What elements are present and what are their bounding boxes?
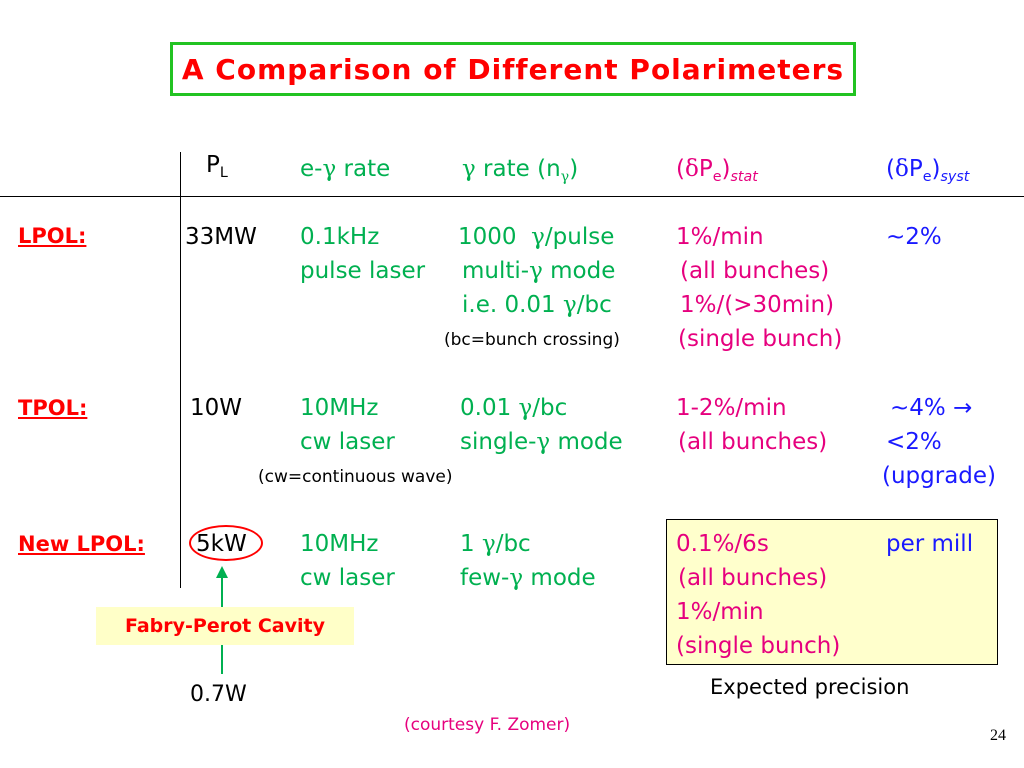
courtesy-note: (courtesy F. Zomer) — [404, 715, 571, 735]
expected-precision-box — [666, 519, 998, 665]
tpol-stat-2: (all bunches) — [678, 429, 828, 455]
lpol-stat-2: (all bunches) — [680, 258, 830, 284]
page-number: 24 — [990, 727, 1006, 744]
header-gamma-rate: γ rate (nγ) — [462, 156, 579, 185]
newlpol-grate-2: few-γ mode — [460, 565, 596, 591]
highlight-circle — [189, 525, 263, 561]
tpol-grate-1: 0.01 γ/bc — [460, 395, 568, 421]
tpol-syst-2: <2% — [886, 429, 942, 455]
header-divider — [0, 196, 1024, 197]
title-box: A Comparison of Different Polarimeters — [170, 42, 856, 96]
lpol-note: (bc=bunch crossing) — [444, 330, 620, 350]
header-syst-error: (δPe)syst — [886, 156, 970, 185]
input-power: 0.7W — [190, 682, 247, 707]
lpol-stat-3: 1%/(>30min) — [680, 292, 835, 318]
header-pl: PL — [206, 152, 228, 181]
newlpol-stat-2: (all bunches) — [678, 565, 828, 591]
tpol-erate-2: cw laser — [300, 429, 395, 455]
lpol-stat-1: 1%/min — [676, 224, 764, 250]
newlpol-syst: per mill — [886, 531, 974, 557]
column-divider — [180, 152, 181, 588]
newlpol-erate-2: cw laser — [300, 565, 395, 591]
lpol-grate-1: 1000 γ/pulse — [458, 224, 615, 250]
tpol-syst-1: ~4% → — [890, 395, 973, 421]
newlpol-grate-1: 1 γ/bc — [460, 531, 531, 557]
header-e-gamma-rate: e-γ rate — [300, 156, 391, 182]
newlpol-label: New LPOL: — [18, 532, 145, 556]
newlpol-erate-1: 10MHz — [300, 531, 379, 557]
tpol-syst-3: (upgrade) — [882, 463, 997, 489]
lpol-erate-2: pulse laser — [300, 258, 426, 284]
tpol-note: (cw=continuous wave) — [258, 467, 453, 487]
lpol-pl: 33MW — [185, 224, 257, 250]
newlpol-stat-4: (single bunch) — [676, 633, 841, 659]
lpol-stat-4: (single bunch) — [678, 326, 843, 352]
expected-precision-label: Expected precision — [710, 675, 910, 699]
lpol-label: LPOL: — [18, 224, 87, 248]
lpol-grate-2: multi-γ mode — [462, 258, 616, 284]
fabry-perot-label-box: Fabry-Perot Cavity — [96, 607, 354, 645]
lpol-erate-1: 0.1kHz — [300, 224, 380, 250]
tpol-label: TPOL: — [18, 396, 88, 420]
newlpol-stat-3: 1%/min — [676, 599, 764, 625]
fabry-perot-label: Fabry-Perot Cavity — [125, 615, 325, 637]
tpol-erate-1: 10MHz — [300, 395, 379, 421]
header-stat-error: (δPe)stat — [676, 156, 758, 185]
tpol-stat-1: 1-2%/min — [676, 395, 787, 421]
slide-title: A Comparison of Different Polarimeters — [181, 52, 845, 86]
lpol-syst: ~2% — [886, 224, 942, 250]
tpol-pl: 10W — [190, 395, 243, 421]
newlpol-stat-1: 0.1%/6s — [676, 531, 769, 557]
lpol-grate-3: i.e. 0.01 γ/bc — [462, 292, 612, 318]
tpol-grate-2: single-γ mode — [460, 429, 623, 455]
